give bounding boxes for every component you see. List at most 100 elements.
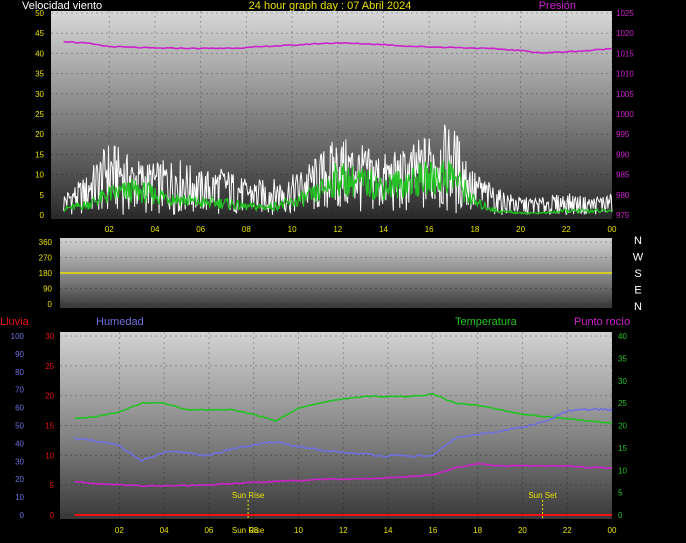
humidity-tick: 100: [11, 332, 25, 341]
pressure-tick: 1025: [616, 9, 634, 18]
pressure-label: Presión: [539, 0, 576, 12]
compass-label: N: [634, 235, 642, 247]
x-tick: 06: [204, 526, 213, 535]
direction-tick: 0: [48, 300, 53, 309]
sun-annotation: Sun Set: [528, 491, 557, 500]
humidity-tick: 40: [15, 439, 24, 448]
temperature-tick: 25: [618, 399, 627, 408]
x-tick: 18: [470, 225, 479, 234]
sun-annotation-axis: Sun Rise: [232, 526, 265, 535]
pressure-tick: 985: [616, 171, 630, 180]
x-tick: 20: [516, 225, 525, 234]
x-tick: 12: [339, 526, 348, 535]
x-tick: 20: [518, 526, 527, 535]
x-tick: 12: [333, 225, 342, 234]
x-tick: 10: [294, 526, 303, 535]
pressure-tick: 1015: [616, 49, 634, 58]
temperature-tick: 40: [618, 332, 627, 341]
pressure-tick: 1010: [616, 70, 634, 79]
direction-tick: 270: [39, 254, 53, 263]
x-tick: 18: [473, 526, 482, 535]
wind-grid: [51, 11, 613, 219]
temperature-tick: 5: [618, 489, 623, 498]
x-tick: 02: [105, 225, 114, 234]
rain-tick: 25: [45, 362, 54, 371]
rain-tick: 15: [45, 422, 54, 431]
humidity-tick: 50: [15, 422, 24, 431]
temperature-tick: 10: [618, 466, 627, 475]
temperature-tick: 30: [618, 377, 627, 386]
rain-tick: 20: [45, 392, 54, 401]
wind-avg-line: [63, 160, 613, 216]
pressure-tick: 1000: [616, 110, 634, 119]
pressure-tick: 980: [616, 191, 630, 200]
humidity-tick: 70: [15, 386, 24, 395]
rain-label: Lluvia: [0, 316, 30, 328]
wind-gust-line: [63, 124, 613, 216]
humidity-tick: 60: [15, 404, 24, 413]
rain-tick: 5: [50, 481, 55, 490]
x-tick: 08: [249, 526, 258, 535]
compass-label: E: [634, 285, 641, 297]
x-tick: 10: [288, 225, 297, 234]
rain-tick: 10: [45, 451, 54, 460]
x-tick: 04: [151, 225, 160, 234]
pressure-tick: 995: [616, 130, 630, 139]
humidity-label: Humedad: [96, 316, 144, 328]
wind-tick: 45: [35, 29, 44, 38]
wind-tick: 15: [35, 150, 44, 159]
axis-ticks: 0510152025303540455097598098599099510001…: [11, 9, 644, 535]
temperature-tick: 20: [618, 422, 627, 431]
wind-tick: 30: [35, 90, 44, 99]
pressure-tick: 990: [616, 150, 630, 159]
wind-tick: 25: [35, 110, 44, 119]
temperature-line: [74, 392, 613, 425]
humidity-tick: 30: [15, 457, 24, 466]
wind-tick: 50: [35, 9, 44, 18]
temperature-tick: 15: [618, 444, 627, 453]
x-tick: 08: [242, 225, 251, 234]
pressure-tick: 1005: [616, 90, 634, 99]
compass-label: S: [634, 268, 641, 280]
compass-label: W: [633, 252, 644, 264]
wind-tick: 0: [40, 211, 45, 220]
humidity-tick: 0: [20, 511, 25, 520]
x-tick: 04: [160, 526, 169, 535]
dewpoint-label: Punto rocío: [574, 316, 630, 328]
wind-tick: 35: [35, 70, 44, 79]
x-tick: 06: [196, 225, 205, 234]
temperature-tick: 0: [618, 511, 623, 520]
x-tick: 00: [608, 225, 617, 234]
wind-tick: 40: [35, 49, 44, 58]
pressure-tick: 975: [616, 211, 630, 220]
humidity-tick: 90: [15, 350, 24, 359]
humidity-tick: 20: [15, 475, 24, 484]
x-tick: 16: [428, 526, 437, 535]
x-tick: 02: [115, 526, 124, 535]
humidity-tick: 80: [15, 368, 24, 377]
wind-tick: 10: [35, 171, 44, 180]
pressure-tick: 1020: [616, 29, 634, 38]
rain-tick: 0: [50, 511, 55, 520]
x-tick: 22: [562, 225, 571, 234]
dewpoint-line: [74, 462, 613, 488]
sun-annotation: Sun Rise: [232, 491, 265, 500]
humidity-tick: 10: [15, 493, 24, 502]
temperature-tick: 35: [618, 354, 627, 363]
wind-tick: 20: [35, 130, 44, 139]
x-tick: 00: [608, 526, 617, 535]
x-tick: 22: [563, 526, 572, 535]
direction-tick: 90: [43, 285, 52, 294]
wind-tick: 5: [40, 191, 45, 200]
compass-label: N: [634, 301, 642, 313]
climate-panel: [60, 332, 612, 519]
direction-tick: 360: [39, 238, 53, 247]
x-tick: 14: [379, 225, 388, 234]
pressure-line: [63, 40, 613, 54]
x-tick: 14: [384, 526, 393, 535]
temperature-label: Temperatura: [455, 316, 518, 328]
climate-series: Sun Rise Sun Set Sun Rise: [74, 392, 613, 535]
humidity-line: [74, 407, 613, 463]
wind-series: [63, 40, 613, 216]
